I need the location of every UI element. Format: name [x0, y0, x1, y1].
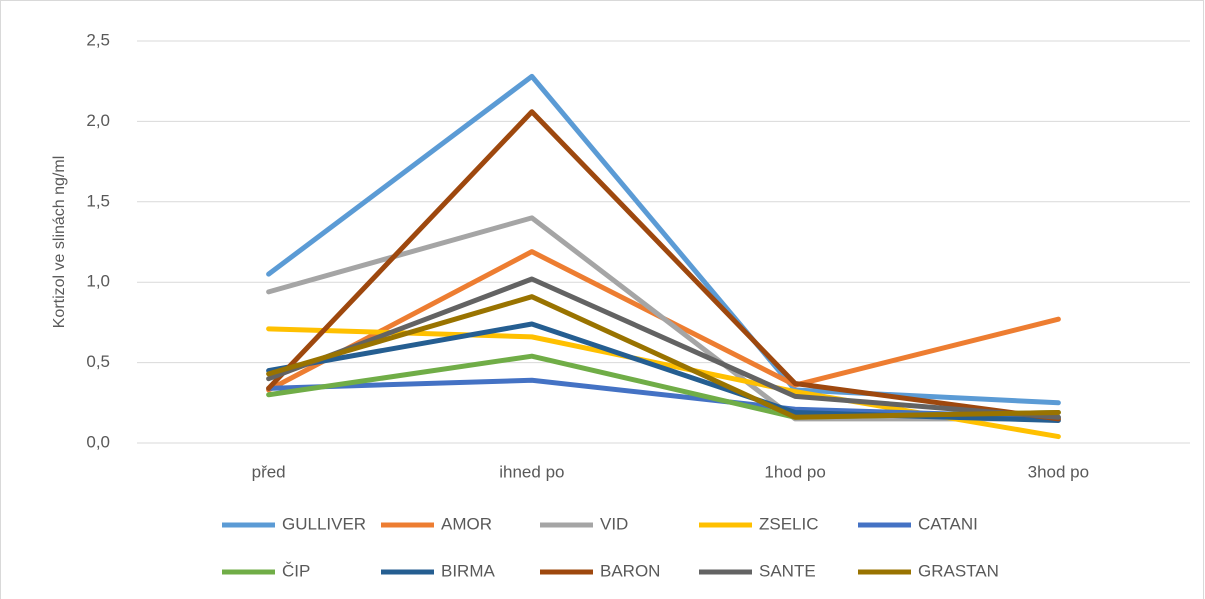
legend-label: CATANI	[918, 514, 978, 533]
x-tick-label: 1hod po	[764, 462, 825, 481]
series-line	[266, 73, 1061, 406]
y-tick-label: 0,5	[86, 352, 110, 371]
x-tick-label: ihned po	[499, 462, 564, 481]
y-tick-label: 1,5	[86, 191, 110, 210]
legend-label: GRASTAN	[918, 561, 999, 580]
series-line	[266, 294, 1061, 420]
x-tick-label: před	[252, 462, 286, 481]
legend-label: ČIP	[282, 561, 310, 580]
x-tick-label: 3hod po	[1028, 462, 1089, 481]
legend-label: GULLIVER	[282, 514, 366, 533]
y-tick-label: 2,5	[86, 30, 110, 49]
legend-label: ZSELIC	[759, 514, 819, 533]
legend-label: VID	[600, 514, 628, 533]
legend-label: BARON	[600, 561, 660, 580]
series-line	[266, 109, 1061, 422]
legend-label: SANTE	[759, 561, 816, 580]
legend-label: BIRMA	[441, 561, 496, 580]
y-tick-label: 1,0	[86, 272, 110, 291]
series-line	[266, 276, 1061, 420]
y-axis-title: Kortizol ve slinách ng/ml	[51, 156, 68, 329]
legend-label: AMOR	[441, 514, 492, 533]
y-tick-label: 0,0	[86, 432, 110, 451]
y-tick-label: 2,0	[86, 111, 110, 130]
